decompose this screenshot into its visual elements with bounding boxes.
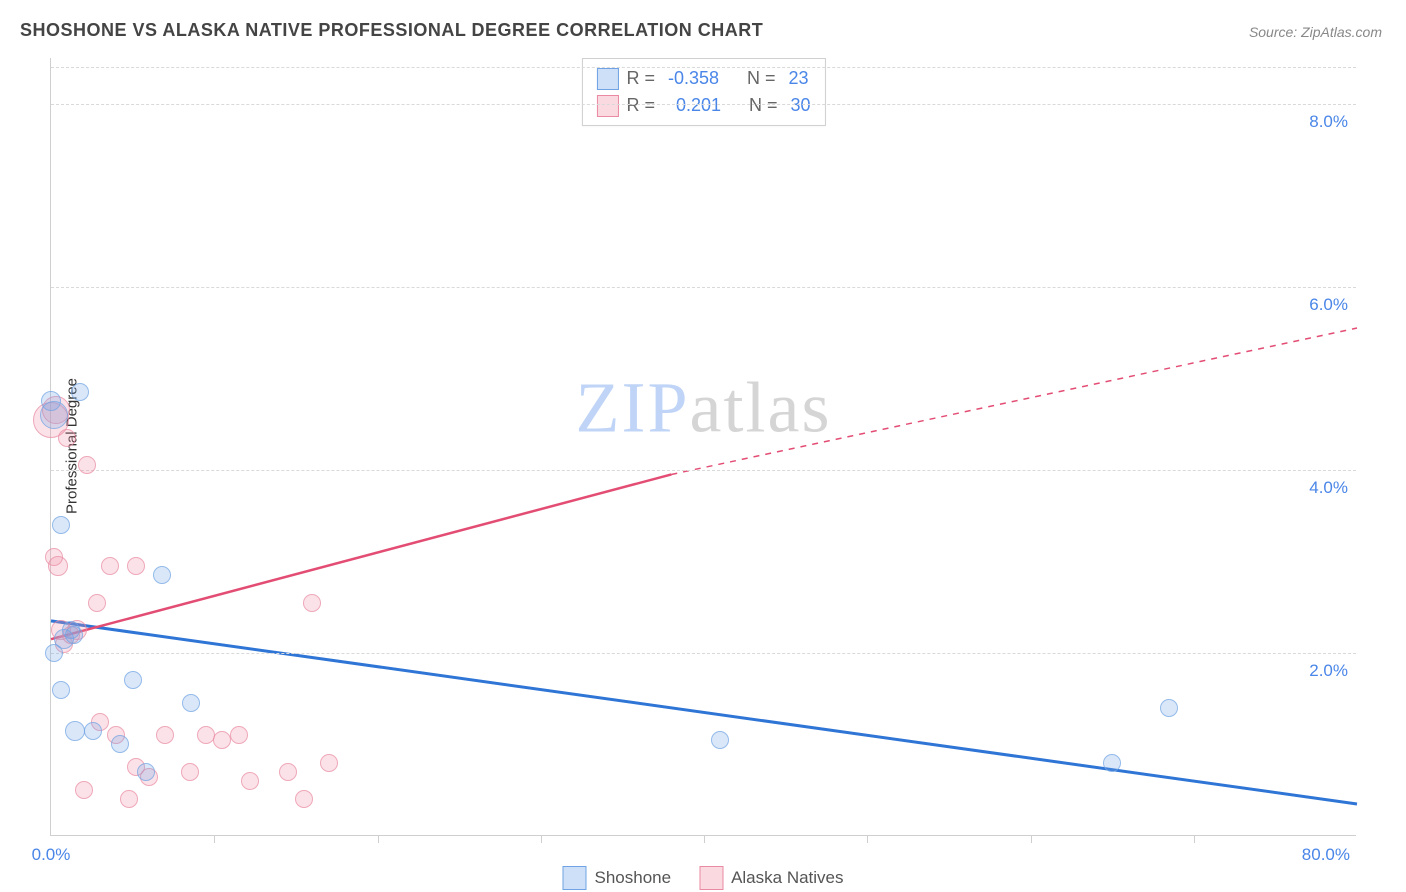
x-tick: [704, 835, 705, 843]
x-tick: [214, 835, 215, 843]
point-alaska: [230, 726, 248, 744]
legend: Shoshone Alaska Natives: [562, 866, 843, 890]
x-tick: [1194, 835, 1195, 843]
stat-n-shoshone: 23: [789, 65, 809, 92]
point-shoshone: [124, 671, 142, 689]
y-tick-label: 6.0%: [1303, 295, 1348, 315]
point-alaska: [48, 556, 68, 576]
x-tick-max: 80.0%: [1302, 845, 1350, 865]
stats-box: R = -0.358 N = 23 R = 0.201 N = 30: [581, 58, 825, 126]
regression-lines: [51, 58, 1357, 836]
y-tick-label: 4.0%: [1303, 478, 1348, 498]
point-alaska: [279, 763, 297, 781]
plot-area: ZIPatlas R = -0.358 N = 23 R = 0.201 N =…: [50, 58, 1356, 836]
swatch-shoshone: [596, 68, 618, 90]
chart-container: SHOSHONE VS ALASKA NATIVE PROFESSIONAL D…: [0, 0, 1406, 892]
point-alaska: [320, 754, 338, 772]
point-alaska: [181, 763, 199, 781]
point-alaska: [127, 557, 145, 575]
y-tick-label: 2.0%: [1303, 661, 1348, 681]
gridline: [51, 287, 1356, 288]
stat-r-label: R =: [626, 65, 660, 92]
swatch-alaska: [596, 95, 618, 117]
point-shoshone: [52, 516, 70, 534]
y-tick-label: 8.0%: [1303, 112, 1348, 132]
stat-n-alaska: 30: [791, 92, 811, 119]
point-shoshone: [111, 735, 129, 753]
regression-line: [671, 328, 1357, 474]
stat-r-alaska: 0.201: [668, 92, 721, 119]
gridline: [51, 67, 1356, 68]
point-alaska: [303, 594, 321, 612]
x-tick-min: 0.0%: [32, 845, 71, 865]
legend-item-alaska: Alaska Natives: [699, 866, 843, 890]
x-tick: [541, 835, 542, 843]
stats-row-shoshone: R = -0.358 N = 23: [596, 65, 810, 92]
swatch-shoshone: [562, 866, 586, 890]
stat-n-label: N =: [747, 65, 781, 92]
point-alaska: [101, 557, 119, 575]
source-label: Source: ZipAtlas.com: [1249, 24, 1382, 40]
stat-r-label: R =: [626, 92, 660, 119]
point-alaska: [88, 594, 106, 612]
stat-n-label: N =: [749, 92, 783, 119]
chart-title: SHOSHONE VS ALASKA NATIVE PROFESSIONAL D…: [20, 20, 763, 41]
stats-row-alaska: R = 0.201 N = 30: [596, 92, 810, 119]
point-shoshone: [1160, 699, 1178, 717]
point-shoshone: [137, 763, 155, 781]
x-tick: [867, 835, 868, 843]
regression-line: [51, 474, 671, 639]
point-shoshone: [52, 681, 70, 699]
point-shoshone: [62, 621, 80, 639]
x-tick: [378, 835, 379, 843]
point-alaska: [75, 781, 93, 799]
x-tick: [1031, 835, 1032, 843]
gridline: [51, 653, 1356, 654]
stat-r-shoshone: -0.358: [668, 65, 719, 92]
swatch-alaska: [699, 866, 723, 890]
legend-label-shoshone: Shoshone: [594, 868, 671, 888]
legend-item-shoshone: Shoshone: [562, 866, 671, 890]
point-shoshone: [1103, 754, 1121, 772]
legend-label-alaska: Alaska Natives: [731, 868, 843, 888]
gridline: [51, 470, 1356, 471]
gridline: [51, 104, 1356, 105]
